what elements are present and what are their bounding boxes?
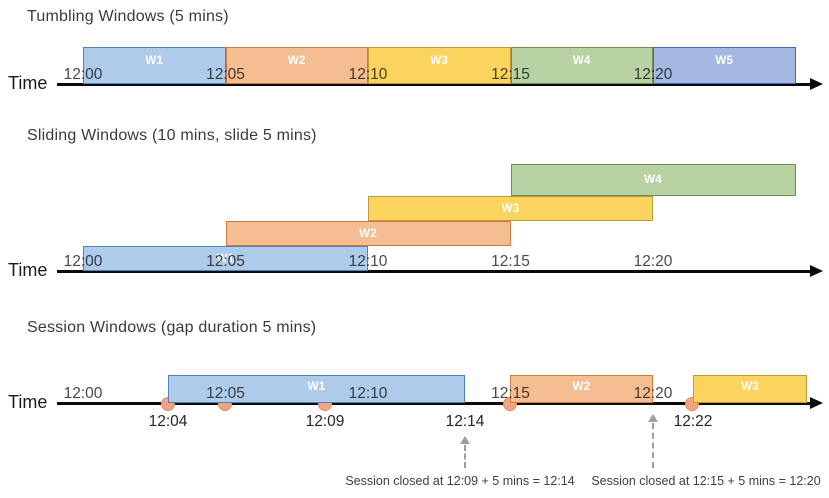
window-bar: W3: [368, 47, 511, 84]
window-label: W5: [715, 55, 734, 67]
sliding-section-title: Sliding Windows (10 mins, slide 5 mins): [27, 127, 317, 144]
window-label: W2: [287, 55, 306, 67]
tick-label: 12:05: [206, 384, 245, 402]
session-section-title: Session Windows (gap duration 5 mins): [27, 319, 317, 336]
tick-label: 12:10: [348, 65, 388, 83]
tick-label: 12:20: [633, 65, 673, 83]
tick-label: 12:00: [63, 252, 103, 270]
timeline: [57, 83, 812, 86]
timeline: [57, 270, 812, 273]
event-time-label: 12:04: [148, 413, 188, 430]
session-closed-annotation: Session closed at 12:09 + 5 mins = 12:14: [345, 474, 575, 488]
window-bar: W2: [225, 47, 368, 84]
event-time-label: 12:09: [305, 413, 345, 430]
window-bar: W4: [510, 47, 653, 84]
window-label: W3: [741, 381, 759, 393]
tick-label: 12:15: [491, 252, 530, 270]
session-closed-annotation: Session closed at 12:15 + 5 mins = 12:20: [591, 474, 821, 488]
window-bar: W1: [83, 47, 226, 84]
window-label: W3: [501, 202, 520, 215]
window-label: W1: [216, 252, 235, 265]
tick-label: 12:00: [63, 384, 103, 402]
timeline: [57, 402, 812, 405]
event-time-label: 12:22: [673, 413, 713, 430]
window-label: W3: [430, 55, 449, 67]
tumbling-section-title: Tumbling Windows (5 mins): [27, 8, 229, 25]
tick-label: 12:00: [63, 65, 103, 83]
window-bar: W5: [653, 47, 796, 84]
tick-label: 12:10: [348, 252, 388, 270]
window-label: W4: [572, 55, 591, 67]
timeline-arrowhead: [810, 78, 823, 90]
tick-label: 12:05: [206, 252, 245, 270]
dashed-arrow-tail: [652, 423, 654, 468]
dashed-arrow-tail: [464, 445, 466, 468]
window-bar: W2: [225, 221, 511, 246]
tumbling-time-axis-label: Time: [8, 73, 48, 93]
tick-label: 12:15: [491, 384, 530, 402]
window-label: W1: [145, 55, 164, 67]
dashed-up-arrowhead: [460, 436, 470, 444]
tick-label: 12:20: [633, 252, 673, 270]
timeline-arrowhead: [810, 265, 823, 277]
window-label: W4: [644, 174, 662, 186]
event-time-label: 12:14: [445, 413, 485, 430]
window-bar: W2: [510, 375, 653, 403]
tick-label: 12:20: [633, 384, 673, 402]
window-label: W2: [359, 227, 377, 240]
sliding-time-axis-label: Time: [8, 260, 48, 280]
timeline-arrowhead: [810, 397, 823, 409]
tick-label: 12:15: [491, 65, 530, 83]
dashed-up-arrowhead: [648, 414, 658, 422]
window-bar: W3: [693, 375, 807, 403]
window-bar: W1: [168, 375, 465, 403]
window-bar: W3: [368, 196, 653, 221]
window-bar: W1: [83, 246, 368, 271]
window-label: W2: [572, 381, 591, 393]
tick-label: 12:05: [206, 65, 245, 83]
session-time-axis-label: Time: [8, 392, 48, 412]
window-bar: W4: [510, 164, 796, 196]
tick-label: 12:10: [348, 384, 388, 402]
window-label: W1: [307, 381, 326, 393]
